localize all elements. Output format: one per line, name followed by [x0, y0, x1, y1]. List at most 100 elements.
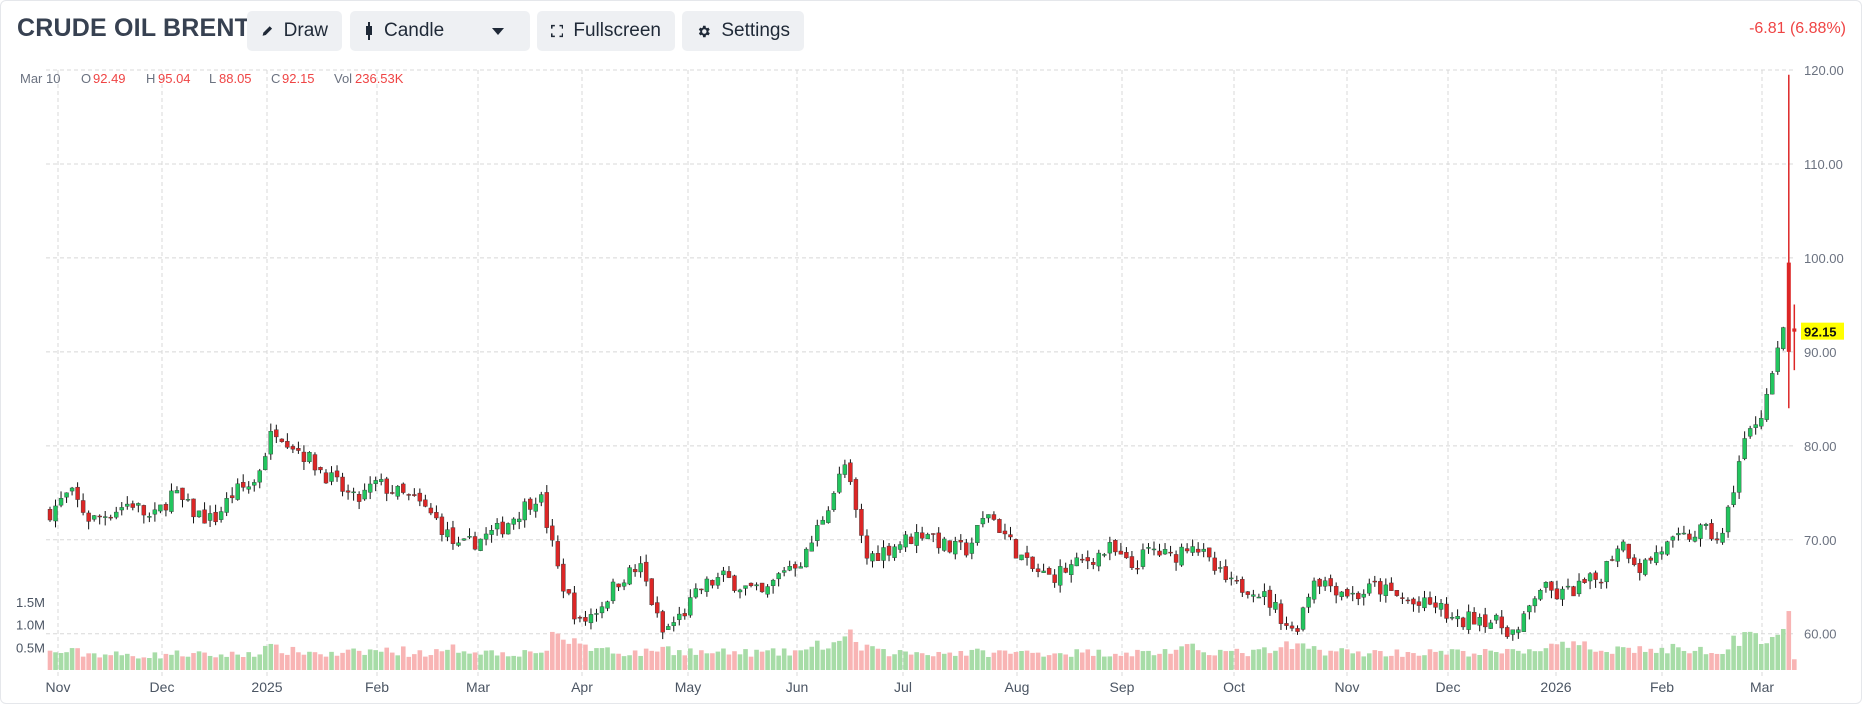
volume-bar	[1587, 649, 1593, 670]
draw-button[interactable]: Draw	[247, 11, 342, 51]
candle-body	[152, 509, 158, 515]
candle-body	[108, 516, 113, 519]
volume-bar	[1295, 643, 1300, 670]
x-tick-label: Mar	[1750, 679, 1774, 695]
volume-bar	[1455, 649, 1460, 670]
candle-body	[406, 494, 411, 496]
volume-bar	[1179, 646, 1184, 670]
volume-bar	[494, 655, 500, 670]
volume-bar	[412, 654, 417, 670]
candle-body	[820, 519, 825, 525]
candle-body	[815, 525, 820, 541]
volume-bar	[64, 652, 69, 670]
volume-bar	[704, 653, 710, 670]
volume-bar	[936, 651, 942, 670]
candle-body	[853, 479, 859, 510]
candle-body	[285, 441, 290, 448]
volume-bar	[1063, 654, 1068, 670]
candle-body	[75, 486, 80, 500]
x-tick-label: May	[675, 679, 701, 695]
volume-bar	[163, 653, 169, 670]
volume-bar	[958, 651, 964, 670]
candle-body	[721, 570, 726, 576]
fullscreen-button[interactable]: Fullscreen	[537, 11, 675, 51]
settings-button[interactable]: Settings	[682, 11, 804, 51]
candle-body	[1477, 617, 1482, 626]
candle-body	[147, 516, 152, 518]
volume-bar	[1002, 650, 1008, 670]
volume-bar	[1692, 650, 1698, 670]
candle-body	[1262, 591, 1267, 598]
volume-bar	[1510, 649, 1516, 670]
candle-body	[229, 495, 235, 499]
legend-low-value: 88.05	[219, 71, 252, 86]
volume-bar	[91, 653, 97, 670]
volume-bar	[676, 650, 682, 670]
volume-bar	[378, 651, 384, 670]
candle-body	[1367, 583, 1372, 594]
volume-bar	[75, 648, 80, 670]
x-tick-label: 2025	[251, 679, 282, 695]
candle-body	[903, 534, 908, 548]
candle-body	[655, 602, 660, 614]
volume-bar	[257, 654, 263, 670]
candle-body	[1356, 592, 1361, 600]
volume-bar	[930, 656, 936, 670]
volume-bar	[1571, 641, 1576, 670]
candle-body	[588, 614, 594, 624]
candle-body	[528, 498, 533, 510]
volume-bar	[152, 652, 158, 670]
legend-high-value: 95.04	[158, 71, 191, 86]
volume-bar	[1411, 653, 1416, 670]
volume-bar	[1383, 656, 1389, 670]
x-tick-label: Jul	[894, 679, 912, 695]
volume-bar	[1582, 641, 1587, 670]
candle-body	[848, 462, 853, 483]
candle-body	[351, 491, 356, 494]
volume-bar	[323, 656, 329, 670]
volume-bar	[1317, 649, 1322, 670]
chart-type-select[interactable]: Candle	[350, 11, 530, 51]
volume-bar	[837, 640, 842, 670]
volume-bar	[1576, 645, 1582, 670]
volume-bar	[605, 647, 610, 670]
candle-body	[334, 470, 340, 478]
volume-bar	[1543, 648, 1549, 670]
volume-bar	[1792, 659, 1797, 670]
volume-bar	[660, 646, 666, 670]
volume-bar	[732, 651, 737, 670]
candle-body	[1168, 551, 1173, 554]
candle-body	[478, 538, 483, 551]
candle-body	[1251, 594, 1256, 597]
candle-body	[1328, 578, 1333, 587]
legend-open-value: 92.49	[93, 71, 126, 86]
volume-bar	[318, 654, 323, 670]
volume-bar	[1687, 653, 1692, 670]
volume-bar	[1482, 648, 1488, 670]
volume-bar	[1747, 631, 1753, 670]
candle-body	[754, 584, 759, 587]
candle-body	[1024, 552, 1030, 558]
volume-bar	[1052, 653, 1057, 670]
volume-bar	[952, 655, 958, 670]
volume-bar	[207, 655, 213, 670]
volume-bar	[975, 648, 980, 670]
candle-body	[1030, 556, 1035, 569]
candle-body	[1422, 597, 1427, 609]
candle-body	[958, 540, 963, 543]
volume-bar	[693, 654, 699, 670]
candle-body	[1383, 584, 1389, 596]
volume-bar	[903, 651, 908, 670]
volume-bar	[1223, 651, 1229, 670]
volume-bar	[1394, 649, 1400, 670]
volume-bar	[445, 649, 450, 670]
legend-high-key: H	[146, 71, 155, 86]
volume-bar	[1416, 655, 1422, 670]
volume-bar	[345, 649, 351, 670]
candle-body	[1267, 589, 1273, 608]
candle-body	[1157, 550, 1162, 556]
candle-body	[1565, 585, 1571, 588]
volume-bar	[450, 644, 456, 670]
volume-bar	[621, 656, 627, 670]
